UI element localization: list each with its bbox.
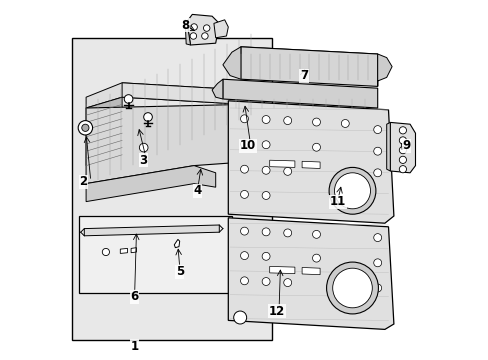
Polygon shape — [302, 161, 320, 168]
Circle shape — [262, 192, 269, 199]
Polygon shape — [241, 47, 377, 61]
Text: 1: 1 — [130, 340, 139, 353]
Circle shape — [334, 173, 370, 209]
Circle shape — [190, 33, 196, 39]
Circle shape — [312, 118, 320, 126]
Circle shape — [283, 279, 291, 287]
Polygon shape — [223, 79, 377, 108]
Polygon shape — [213, 20, 228, 38]
Polygon shape — [84, 225, 219, 236]
Polygon shape — [389, 122, 415, 173]
Polygon shape — [174, 239, 179, 248]
Circle shape — [283, 117, 291, 125]
Circle shape — [190, 24, 197, 30]
Text: 8: 8 — [181, 19, 189, 32]
Circle shape — [240, 227, 248, 235]
Polygon shape — [86, 166, 215, 202]
Circle shape — [262, 278, 269, 285]
Circle shape — [240, 140, 248, 148]
Circle shape — [341, 120, 348, 127]
Circle shape — [262, 141, 269, 149]
Circle shape — [373, 234, 381, 242]
Polygon shape — [269, 266, 294, 274]
Text: 5: 5 — [175, 265, 183, 278]
Polygon shape — [228, 218, 393, 329]
Bar — [79, 216, 231, 293]
Circle shape — [399, 156, 406, 163]
Circle shape — [262, 228, 269, 236]
Circle shape — [332, 268, 371, 308]
Circle shape — [240, 252, 248, 260]
Text: 2: 2 — [79, 175, 87, 188]
Circle shape — [373, 259, 381, 267]
Polygon shape — [185, 20, 190, 45]
Text: 3: 3 — [140, 154, 147, 167]
Polygon shape — [86, 83, 264, 112]
Circle shape — [399, 147, 406, 154]
Polygon shape — [241, 47, 377, 86]
Circle shape — [373, 169, 381, 177]
Circle shape — [399, 137, 406, 144]
Text: 12: 12 — [268, 305, 285, 318]
Polygon shape — [86, 104, 264, 184]
Circle shape — [399, 166, 406, 173]
Polygon shape — [131, 248, 136, 253]
Circle shape — [283, 167, 291, 175]
Polygon shape — [302, 267, 320, 275]
Circle shape — [399, 127, 406, 134]
Text: 6: 6 — [130, 291, 139, 303]
Circle shape — [262, 116, 269, 123]
Circle shape — [233, 311, 246, 324]
Circle shape — [143, 113, 152, 121]
Text: 7: 7 — [299, 69, 307, 82]
Circle shape — [139, 143, 148, 152]
Polygon shape — [377, 54, 391, 86]
Circle shape — [262, 166, 269, 174]
Polygon shape — [228, 101, 393, 223]
Circle shape — [312, 230, 320, 238]
Circle shape — [78, 121, 92, 135]
Circle shape — [240, 115, 248, 123]
Circle shape — [240, 190, 248, 198]
Circle shape — [201, 33, 208, 39]
Circle shape — [102, 248, 109, 256]
Polygon shape — [212, 79, 223, 99]
Polygon shape — [223, 47, 241, 79]
Circle shape — [240, 277, 248, 285]
Circle shape — [312, 143, 320, 151]
Polygon shape — [186, 14, 219, 45]
Circle shape — [203, 25, 209, 31]
Circle shape — [81, 124, 89, 131]
Circle shape — [312, 254, 320, 262]
Circle shape — [373, 284, 381, 292]
Polygon shape — [86, 97, 122, 166]
Polygon shape — [269, 160, 294, 167]
Circle shape — [373, 126, 381, 134]
Polygon shape — [120, 248, 127, 253]
Text: 11: 11 — [329, 195, 346, 208]
Text: 10: 10 — [240, 139, 256, 152]
Polygon shape — [244, 104, 264, 166]
Circle shape — [328, 167, 375, 214]
Circle shape — [124, 95, 133, 103]
Circle shape — [326, 262, 378, 314]
Circle shape — [373, 147, 381, 155]
Text: 9: 9 — [402, 139, 410, 152]
Circle shape — [283, 229, 291, 237]
Bar — [72, 38, 271, 340]
Circle shape — [240, 165, 248, 173]
Text: 4: 4 — [193, 184, 202, 197]
Circle shape — [262, 252, 269, 260]
Polygon shape — [122, 83, 264, 115]
Polygon shape — [386, 122, 389, 171]
